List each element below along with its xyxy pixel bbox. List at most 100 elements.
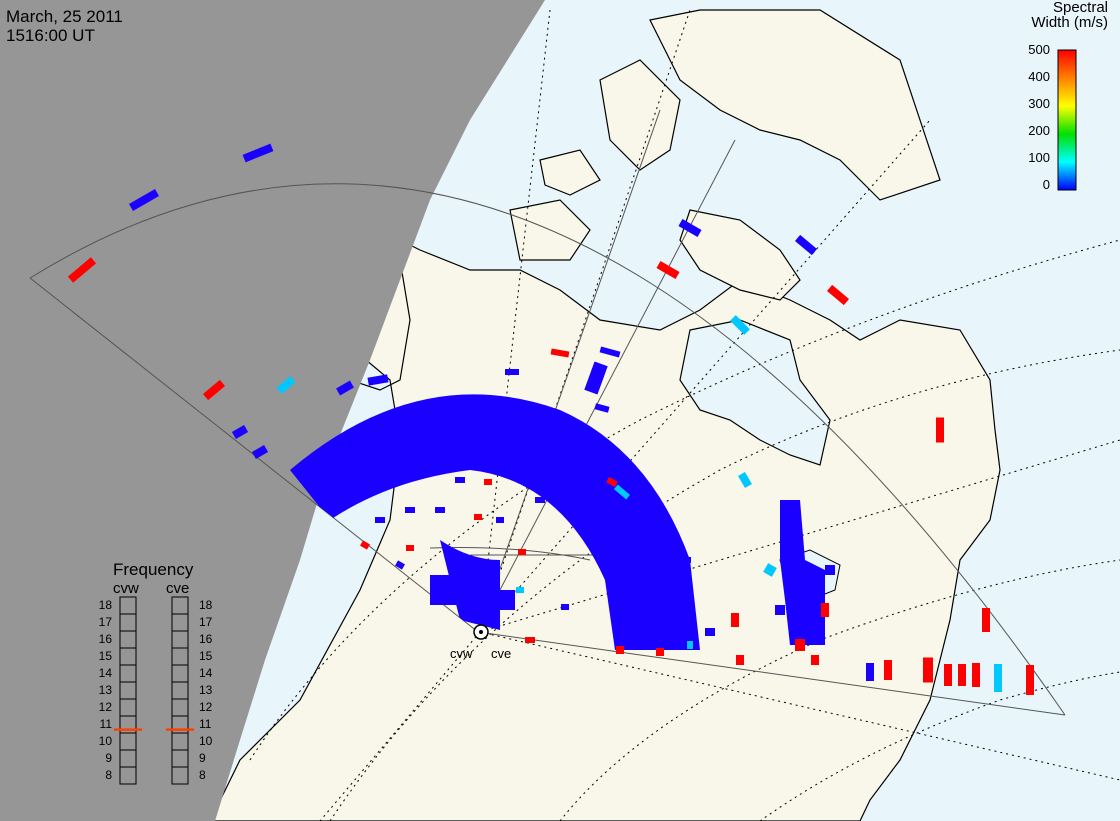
echo-cell bbox=[936, 417, 944, 443]
echo-cell bbox=[505, 369, 519, 375]
frequency-scale-label: 18 bbox=[99, 598, 113, 612]
frequency-scale-label: 15 bbox=[99, 649, 113, 663]
echo-cell bbox=[736, 655, 744, 665]
echo-cell bbox=[367, 374, 389, 386]
echo-cell bbox=[795, 639, 805, 651]
echo-cell bbox=[687, 641, 693, 649]
frequency-scale-label: 11 bbox=[199, 717, 212, 731]
echo-cell bbox=[944, 664, 952, 686]
colorbar-title-line1: Spectral bbox=[1052, 0, 1108, 16]
echo-cell bbox=[405, 507, 415, 513]
echo-cell bbox=[821, 603, 829, 617]
echo-cell bbox=[613, 463, 631, 477]
frequency-radar-cve: cve bbox=[166, 580, 189, 597]
frequency-scale-label: 12 bbox=[199, 700, 213, 714]
echo-cell bbox=[616, 478, 634, 492]
frequency-scale-label: 9 bbox=[199, 751, 206, 765]
frequency-scale-label: 9 bbox=[105, 751, 112, 765]
echo-cell bbox=[613, 484, 631, 500]
frequency-panel: Frequency cvw cve 18 17 16 15 14 13 12 11 10 9 8 18… bbox=[99, 560, 213, 785]
echo-cell bbox=[484, 479, 492, 485]
echo-cell bbox=[1026, 665, 1034, 695]
frequency-scale-label: 15 bbox=[199, 649, 213, 663]
echo-cell bbox=[866, 663, 874, 681]
frequency-scale-label: 17 bbox=[199, 615, 213, 629]
echo-cell bbox=[559, 425, 581, 439]
frequency-scale-label: 17 bbox=[99, 615, 113, 629]
colorbar-tick-label: 500 bbox=[1028, 42, 1050, 57]
frequency-title: Frequency bbox=[113, 560, 194, 579]
echo-cell bbox=[775, 605, 785, 615]
colorbar-gradient bbox=[1057, 49, 1077, 191]
echo-cell bbox=[811, 655, 819, 665]
echo-cell bbox=[827, 284, 849, 306]
colorbar-tick-label: 300 bbox=[1028, 96, 1050, 111]
echo-cell bbox=[994, 664, 1002, 692]
radar-site-marker bbox=[473, 624, 489, 640]
frequency-radar-cvw: cvw bbox=[113, 580, 139, 597]
echo-cell bbox=[731, 613, 739, 627]
date-label: March, 25 2011 bbox=[6, 7, 123, 26]
colorbar-tick-label: 200 bbox=[1028, 123, 1050, 138]
echo-cell bbox=[129, 189, 159, 211]
echo-cell bbox=[435, 507, 445, 513]
greenland bbox=[649, 9, 941, 201]
echo-cell bbox=[336, 380, 354, 396]
frequency-scale-label: 8 bbox=[105, 768, 112, 782]
echo-cell bbox=[763, 563, 777, 577]
frequency-scale-label: 18 bbox=[199, 598, 213, 612]
echo-cell bbox=[730, 315, 750, 335]
echo-cell bbox=[496, 517, 504, 523]
echo-cell bbox=[360, 540, 370, 550]
echo-cell bbox=[518, 549, 526, 555]
echo-cell bbox=[599, 346, 621, 358]
arctic-island-ellesmere bbox=[599, 59, 681, 171]
frequency-scale-label: 13 bbox=[199, 683, 213, 697]
echo-cell bbox=[884, 660, 892, 680]
echo-cell bbox=[958, 664, 966, 686]
colorbar-title-line2: Width (m/s) bbox=[1031, 14, 1108, 31]
echo-cell bbox=[594, 403, 610, 413]
radar-label-cve: cve bbox=[491, 646, 511, 661]
echo-cell bbox=[681, 557, 691, 563]
echo-cell bbox=[203, 379, 225, 401]
echo-cell bbox=[795, 234, 817, 256]
echo-cell bbox=[606, 476, 618, 488]
echo-cell bbox=[738, 471, 752, 489]
echo-cell bbox=[525, 637, 535, 643]
colorbar: 500 400 300 200 100 0 bbox=[1028, 42, 1077, 192]
echo-cell bbox=[455, 477, 465, 483]
echo-cell bbox=[550, 348, 570, 358]
echo-cell bbox=[678, 219, 702, 237]
echo-cell bbox=[406, 545, 414, 551]
echo-cell bbox=[656, 261, 680, 279]
colorbar-tick-label: 100 bbox=[1028, 150, 1050, 165]
frequency-scale-label: 10 bbox=[199, 734, 213, 748]
hudson-bay bbox=[679, 319, 831, 466]
echo-cell bbox=[474, 514, 482, 520]
echo-cell bbox=[516, 587, 524, 593]
echo-cell bbox=[982, 608, 990, 632]
echo-cell bbox=[923, 657, 933, 683]
colorbar-tick-label: 0 bbox=[1043, 177, 1050, 192]
echo-cells bbox=[67, 143, 1034, 695]
arctic-island-baffin bbox=[679, 209, 801, 301]
frequency-scale-label: 16 bbox=[199, 632, 213, 646]
time-label: 1516:00 UT bbox=[6, 26, 95, 45]
echo-cell bbox=[231, 425, 249, 439]
echo-cell bbox=[584, 361, 608, 395]
frequency-scale-label: 12 bbox=[99, 700, 113, 714]
frequency-scale-label: 13 bbox=[99, 683, 113, 697]
echo-cell bbox=[632, 481, 648, 495]
echo-cell bbox=[535, 497, 545, 503]
echo-cell bbox=[395, 560, 405, 570]
frequency-scale-label: 10 bbox=[99, 734, 113, 748]
echo-cell bbox=[242, 143, 274, 163]
arctic-island-banks bbox=[539, 149, 601, 196]
frequency-cell bbox=[171, 766, 189, 785]
radar-fov bbox=[29, 109, 1066, 716]
echo-cell bbox=[430, 575, 470, 605]
echo-cell bbox=[972, 663, 980, 687]
echo-cell bbox=[276, 376, 296, 394]
